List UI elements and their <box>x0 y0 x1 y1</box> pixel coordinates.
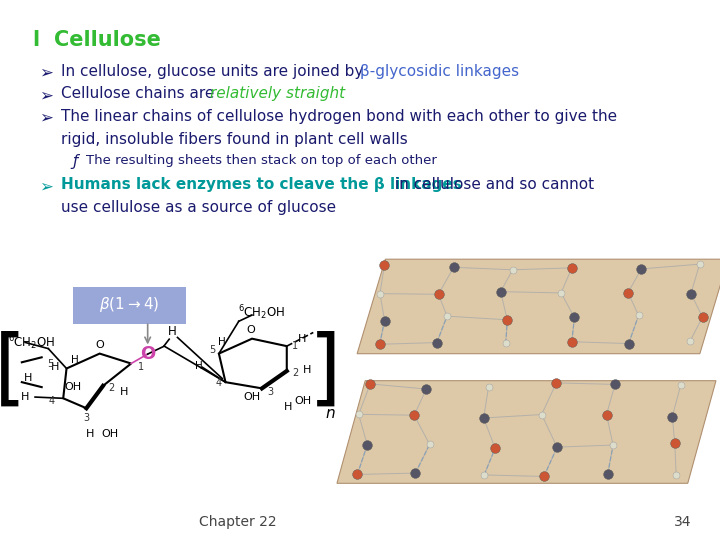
Text: ➢: ➢ <box>40 177 53 195</box>
Text: H: H <box>21 392 30 402</box>
Text: 5: 5 <box>209 345 215 355</box>
Text: 3: 3 <box>267 387 274 397</box>
Text: H: H <box>71 355 78 365</box>
Text: 1: 1 <box>292 341 298 351</box>
Text: 4: 4 <box>216 379 222 388</box>
Text: ➢: ➢ <box>40 64 53 82</box>
Text: n: n <box>325 406 335 421</box>
Text: OH: OH <box>101 429 118 440</box>
Text: The resulting sheets then stack on top of each other: The resulting sheets then stack on top o… <box>86 154 437 167</box>
Text: H: H <box>168 325 177 338</box>
Text: H: H <box>86 429 94 440</box>
Text: The linear chains of cellulose hydrogen bond with each other to give the: The linear chains of cellulose hydrogen … <box>61 109 617 124</box>
Text: OH: OH <box>65 382 81 392</box>
Text: rigid, insoluble fibers found in plant cell walls: rigid, insoluble fibers found in plant c… <box>61 132 408 147</box>
Text: H: H <box>50 362 59 372</box>
Text: ]: ] <box>309 330 341 411</box>
Text: 2: 2 <box>292 368 298 379</box>
Text: OH: OH <box>294 396 312 406</box>
FancyBboxPatch shape <box>73 287 186 324</box>
Text: H: H <box>297 334 306 343</box>
Text: O: O <box>95 340 104 350</box>
Text: H: H <box>218 338 226 347</box>
Polygon shape <box>337 381 716 483</box>
Polygon shape <box>357 259 720 354</box>
Text: l: l <box>32 30 40 50</box>
Text: 5: 5 <box>47 359 53 368</box>
Text: H: H <box>284 402 292 412</box>
Text: In cellulose, glucose units are joined by: In cellulose, glucose units are joined b… <box>61 64 369 79</box>
Text: OH: OH <box>243 392 261 402</box>
Text: H: H <box>24 374 32 383</box>
Text: H: H <box>120 387 129 397</box>
Text: β-glycosidic linkages: β-glycosidic linkages <box>360 64 519 79</box>
Text: use cellulose as a source of glucose: use cellulose as a source of glucose <box>61 200 336 215</box>
Text: 4: 4 <box>48 396 55 406</box>
Text: ƒ: ƒ <box>72 154 77 169</box>
Text: 1: 1 <box>138 362 144 372</box>
Text: $^6$CH$_2$OH: $^6$CH$_2$OH <box>238 303 286 322</box>
Text: O: O <box>246 325 255 335</box>
Text: ➢: ➢ <box>40 109 53 127</box>
Text: 34: 34 <box>674 515 691 529</box>
Text: Cellulose: Cellulose <box>54 30 161 50</box>
Text: Cellulose chains are: Cellulose chains are <box>61 86 220 102</box>
Text: 3: 3 <box>84 413 89 423</box>
Text: ➢: ➢ <box>40 86 53 104</box>
Text: [: [ <box>0 330 27 411</box>
Text: O: O <box>140 345 156 363</box>
Text: H: H <box>302 364 311 375</box>
Text: H: H <box>195 361 203 371</box>
Text: 2: 2 <box>108 383 114 393</box>
Text: Chapter 22: Chapter 22 <box>199 515 276 529</box>
Text: $^6$CH$_2$OH: $^6$CH$_2$OH <box>8 333 55 352</box>
Text: relatively straight: relatively straight <box>210 86 346 102</box>
Text: in cellulose and so cannot: in cellulose and so cannot <box>390 177 594 192</box>
Text: $\beta(1 \rightarrow 4)$: $\beta(1 \rightarrow 4)$ <box>99 295 160 314</box>
Text: Humans lack enzymes to cleave the β linkages: Humans lack enzymes to cleave the β link… <box>61 177 462 192</box>
